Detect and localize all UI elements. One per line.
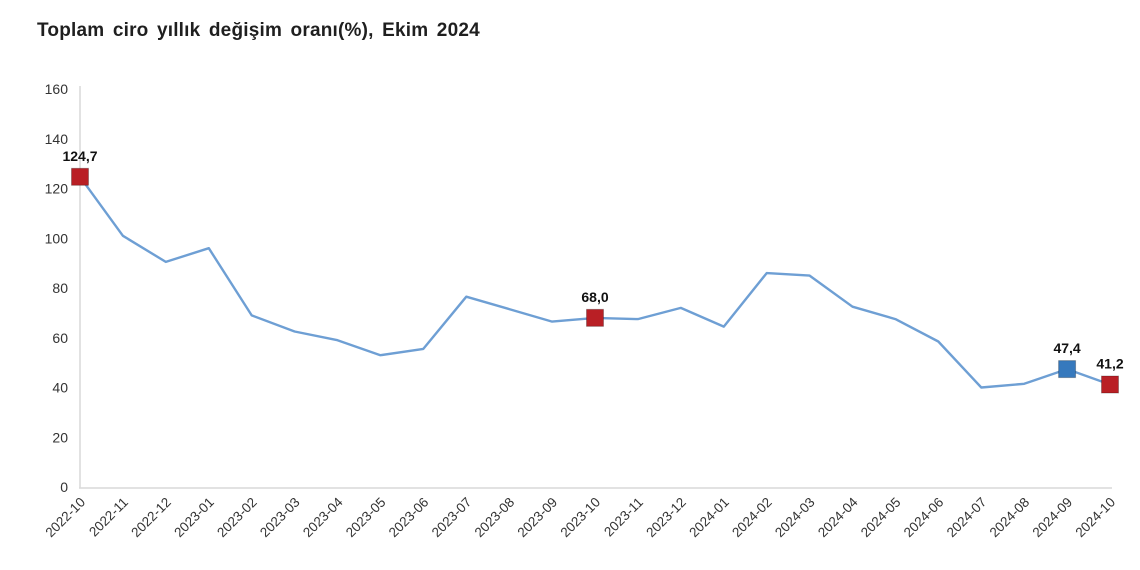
y-tick-label: 40 <box>52 380 68 396</box>
x-tick-label: 2024-03 <box>772 495 818 541</box>
x-tick-label: 2024-06 <box>901 495 947 541</box>
data-point-label: 47,4 <box>1053 340 1080 356</box>
x-tick-label: 2023-06 <box>386 495 432 541</box>
data-marker <box>1101 375 1119 394</box>
x-tick-label: 2022-11 <box>86 495 131 540</box>
x-tick-label: 2022-10 <box>42 495 88 541</box>
x-tick-label: 2023-08 <box>472 495 518 541</box>
y-tick-label: 140 <box>45 131 69 147</box>
y-tick-label: 80 <box>52 280 68 296</box>
x-tick-label: 2024-02 <box>729 495 775 541</box>
x-tick-label: 2024-10 <box>1072 495 1118 541</box>
data-point-label: 41,2 <box>1096 356 1123 372</box>
y-tick-label: 100 <box>45 230 69 246</box>
x-tick-label: 2024-08 <box>987 495 1033 541</box>
x-tick-label: 2023-09 <box>515 495 561 541</box>
y-tick-label: 60 <box>52 330 68 346</box>
data-point-label: 68,0 <box>581 289 608 305</box>
x-tick-label: 2023-03 <box>257 495 303 541</box>
x-tick-label: 2023-11 <box>601 495 646 540</box>
chart-title: Toplam ciro yıllık değişim oranı(%), Eki… <box>37 20 480 41</box>
x-tick-label: 2023-01 <box>171 495 217 541</box>
data-point-label: 124,7 <box>62 148 97 164</box>
x-tick-label: 2024-07 <box>944 495 990 541</box>
y-tick-label: 160 <box>45 81 69 97</box>
x-tick-label: 2023-12 <box>643 495 689 541</box>
x-tick-label: 2023-10 <box>557 495 603 541</box>
y-tick-label: 120 <box>45 181 69 197</box>
x-tick-label: 2024-09 <box>1030 495 1076 541</box>
data-marker <box>71 167 89 186</box>
x-tick-label: 2023-07 <box>429 495 475 541</box>
x-tick-label: 2024-01 <box>686 495 732 541</box>
x-tick-label: 2023-05 <box>343 495 389 541</box>
x-tick-label: 2024-04 <box>815 494 861 540</box>
x-tick-label: 2023-04 <box>300 494 346 540</box>
y-tick-label: 20 <box>52 429 68 445</box>
data-marker <box>586 308 604 327</box>
x-tick-label: 2023-02 <box>214 495 260 541</box>
y-tick-label: 0 <box>60 479 68 495</box>
data-marker <box>1058 360 1077 379</box>
x-tick-label: 2022-12 <box>128 495 174 541</box>
series-line <box>78 175 1112 389</box>
x-tick-label: 2024-05 <box>858 495 904 541</box>
